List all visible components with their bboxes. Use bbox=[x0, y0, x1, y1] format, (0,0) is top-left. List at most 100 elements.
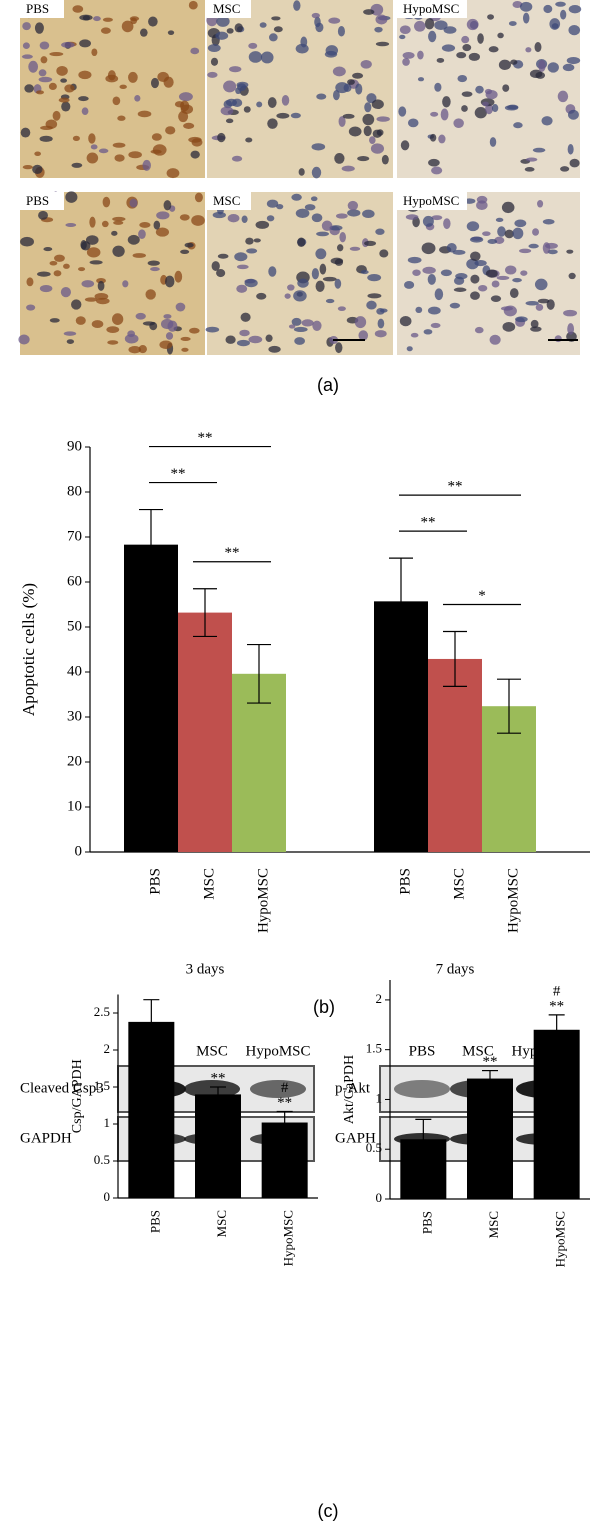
cell-nucleus bbox=[543, 4, 553, 14]
cell-nucleus bbox=[312, 320, 322, 331]
cell-nucleus bbox=[314, 16, 321, 28]
cell-nucleus bbox=[217, 132, 226, 143]
cell-nucleus bbox=[111, 230, 118, 236]
micrograph bbox=[20, 0, 205, 178]
cell-nucleus bbox=[248, 42, 258, 49]
cell-nucleus bbox=[18, 334, 30, 345]
cell-nucleus bbox=[271, 16, 281, 21]
bar bbox=[128, 1021, 175, 1198]
y-tick-label: 10 bbox=[67, 798, 82, 814]
cell-nucleus bbox=[61, 41, 75, 48]
cell-nucleus bbox=[555, 1, 566, 7]
cell-nucleus bbox=[140, 28, 148, 37]
cell-nucleus bbox=[121, 20, 134, 33]
cell-nucleus bbox=[60, 287, 71, 298]
cell-nucleus bbox=[474, 107, 487, 119]
cell-nucleus bbox=[375, 14, 388, 25]
cell-nucleus bbox=[399, 316, 412, 327]
x-tick-label: PBS bbox=[147, 1210, 162, 1233]
cell-nucleus bbox=[49, 318, 60, 323]
panel-label: (b) bbox=[313, 997, 335, 1017]
cell-nucleus bbox=[241, 215, 248, 223]
cell-nucleus bbox=[268, 345, 281, 353]
x-tick-label: HypoMSC bbox=[553, 1211, 568, 1267]
cell-nucleus bbox=[355, 83, 363, 95]
cell-nucleus bbox=[248, 335, 263, 344]
cell-nucleus bbox=[96, 278, 106, 284]
lane-label: MSC bbox=[196, 1043, 228, 1059]
cell-nucleus bbox=[22, 164, 33, 170]
cell-nucleus bbox=[510, 59, 518, 65]
cell-nucleus bbox=[150, 267, 160, 272]
cell-nucleus bbox=[406, 346, 413, 352]
cell-nucleus bbox=[256, 101, 263, 108]
cell-nucleus bbox=[329, 225, 343, 231]
cell-nucleus bbox=[470, 274, 480, 284]
cell-nucleus bbox=[504, 229, 514, 239]
cell-nucleus bbox=[567, 109, 579, 120]
cell-nucleus bbox=[455, 273, 468, 280]
cell-nucleus bbox=[107, 340, 119, 345]
cell-nucleus bbox=[422, 266, 436, 274]
cell-nucleus bbox=[410, 332, 419, 338]
cell-nucleus bbox=[36, 90, 44, 95]
cell-nucleus bbox=[375, 228, 385, 235]
cell-nucleus bbox=[100, 27, 111, 34]
cell-nucleus bbox=[295, 43, 309, 54]
bar bbox=[195, 1094, 241, 1198]
cell-nucleus bbox=[78, 96, 89, 102]
cell-nucleus bbox=[211, 261, 220, 271]
cell-nucleus bbox=[223, 80, 237, 93]
cell-nucleus bbox=[229, 66, 242, 73]
cell-nucleus bbox=[456, 51, 467, 59]
cell-nucleus bbox=[491, 280, 500, 288]
label-box bbox=[20, 192, 64, 210]
cell-nucleus bbox=[542, 219, 555, 225]
cell-nucleus bbox=[519, 1, 533, 12]
cell-nucleus bbox=[81, 280, 95, 288]
y-tick-label: 80 bbox=[67, 483, 82, 499]
cell-nucleus bbox=[370, 143, 385, 154]
cell-nucleus bbox=[468, 52, 480, 61]
cell-nucleus bbox=[363, 125, 372, 137]
cell-nucleus bbox=[442, 96, 451, 108]
cell-nucleus bbox=[301, 319, 314, 327]
cell-nucleus bbox=[159, 340, 173, 349]
cell-nucleus bbox=[335, 213, 348, 219]
blot-row-label: p-Akt bbox=[335, 1080, 371, 1096]
cell-nucleus bbox=[369, 136, 376, 144]
cell-nucleus bbox=[78, 267, 86, 272]
cell-nucleus bbox=[422, 215, 434, 227]
cell-nucleus bbox=[107, 70, 116, 81]
cell-nucleus bbox=[534, 41, 542, 53]
cell-nucleus bbox=[167, 30, 175, 36]
cell-nucleus bbox=[412, 269, 421, 276]
cell-nucleus bbox=[512, 278, 522, 283]
blot-row-label: GAPDH bbox=[20, 1130, 72, 1146]
cell-nucleus bbox=[341, 165, 355, 172]
cell-nucleus bbox=[113, 220, 124, 225]
cell-nucleus bbox=[502, 84, 510, 92]
cell-nucleus bbox=[421, 242, 436, 255]
cell-nucleus bbox=[122, 280, 129, 288]
y-tick-label: 1.5 bbox=[366, 1041, 382, 1056]
y-tick-label: 1 bbox=[104, 1115, 111, 1130]
cell-nucleus bbox=[207, 44, 221, 52]
cell-nucleus bbox=[236, 284, 248, 293]
cell-nucleus bbox=[82, 15, 90, 21]
cell-nucleus bbox=[440, 108, 449, 121]
cell-nucleus bbox=[487, 238, 498, 245]
cell-nucleus bbox=[155, 227, 170, 237]
cell-nucleus bbox=[163, 314, 172, 319]
label-box bbox=[397, 192, 467, 210]
cell-nucleus bbox=[166, 168, 180, 179]
blot-row-label: Cleaved Csp3 bbox=[20, 1080, 104, 1096]
cell-nucleus bbox=[319, 263, 327, 275]
cell-nucleus bbox=[321, 220, 333, 231]
cell-nucleus bbox=[431, 215, 443, 221]
cell-nucleus bbox=[535, 71, 546, 79]
bar bbox=[178, 612, 232, 852]
cell-nucleus bbox=[227, 214, 240, 223]
cell-nucleus bbox=[63, 331, 77, 336]
